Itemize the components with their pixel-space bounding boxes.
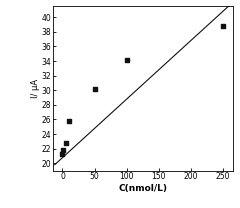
X-axis label: C(nmol/L): C(nmol/L): [118, 184, 167, 193]
Point: [60, 153, 64, 156]
Y-axis label: I/ μA: I/ μA: [31, 79, 40, 98]
Point: [93, 87, 96, 90]
Point: [221, 24, 225, 28]
Point: [125, 58, 129, 61]
Point: [61, 149, 65, 152]
Point: [67, 119, 71, 123]
Point: [64, 141, 68, 145]
